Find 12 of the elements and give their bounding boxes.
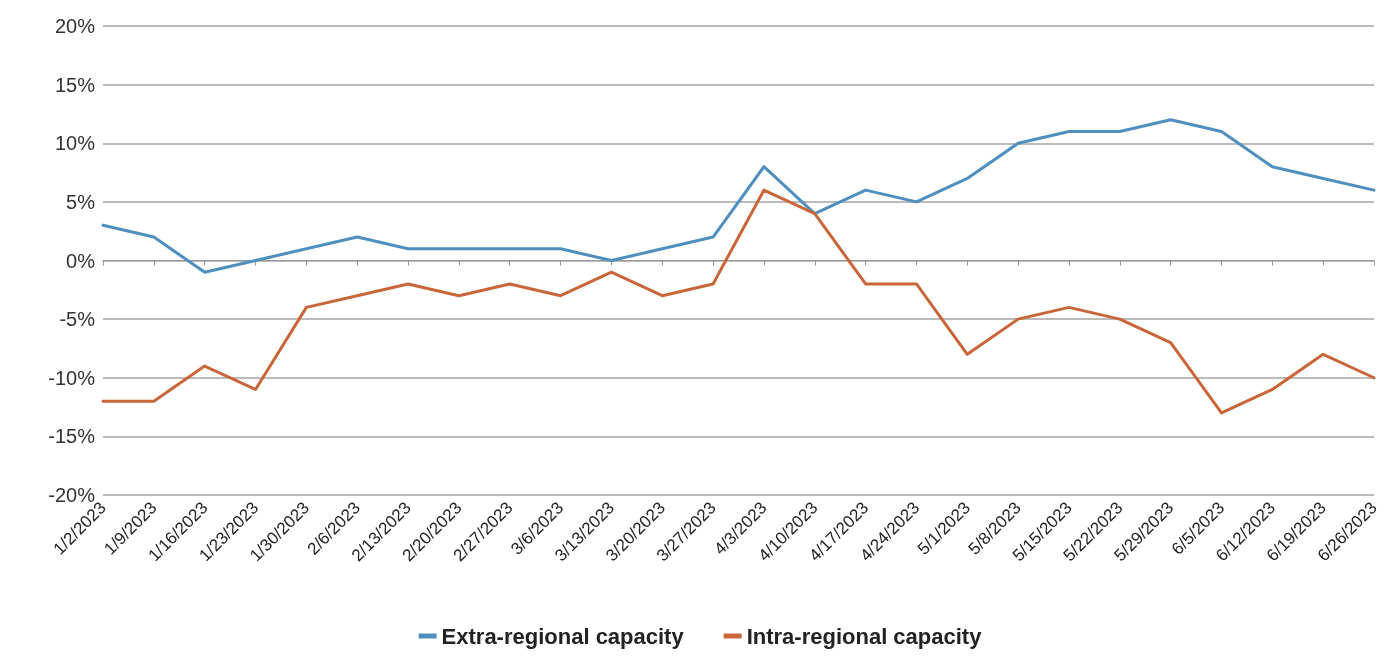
y-tick-label: 0% xyxy=(66,249,96,272)
legend-label: Extra-regional capacity xyxy=(441,623,685,649)
y-tick-label: 20% xyxy=(54,15,96,37)
y-tick-label: -10% xyxy=(48,366,96,389)
y-tick-label: 10% xyxy=(54,132,96,155)
y-tick-label: 15% xyxy=(54,73,96,96)
y-tick-label: -5% xyxy=(59,308,96,331)
line-series xyxy=(101,118,1376,274)
legend-label: Intra-regional capacity xyxy=(746,623,983,649)
line-series xyxy=(101,188,1376,415)
y-tick-label: -15% xyxy=(48,425,96,448)
y-tick-label: 5% xyxy=(66,190,96,213)
